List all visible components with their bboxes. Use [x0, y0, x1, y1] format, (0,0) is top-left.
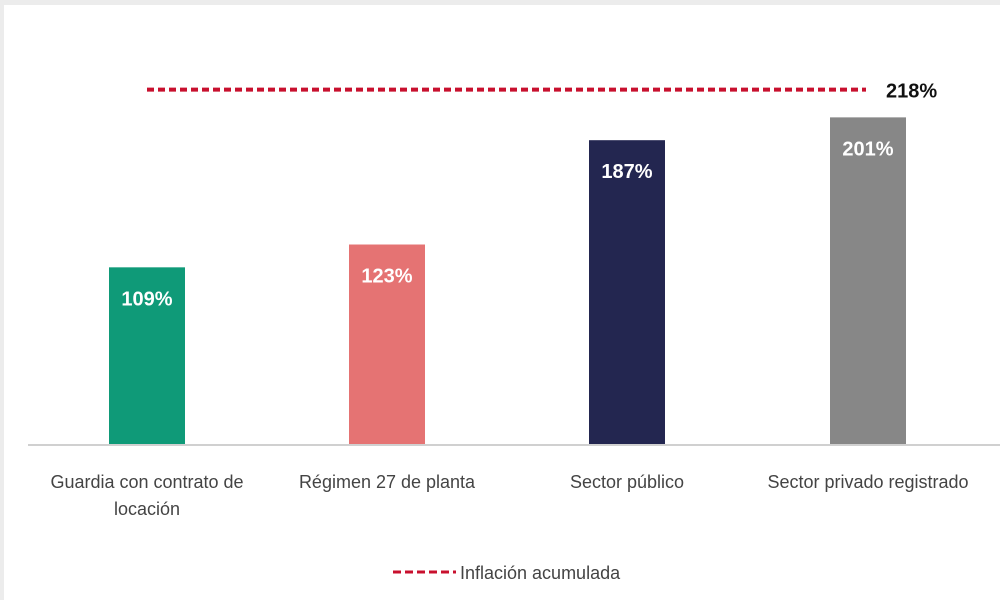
- bar-0: [109, 267, 185, 445]
- category-label-0-1: locación: [114, 499, 180, 519]
- bar-1: [349, 244, 425, 445]
- data-label-0: 109%: [121, 288, 172, 310]
- category-label-0-0: Guardia con contrato de: [50, 472, 243, 492]
- bar-3: [830, 117, 906, 446]
- data-label-2: 187%: [601, 161, 652, 183]
- category-label-3-0: Sector privado registrado: [767, 472, 968, 492]
- category-label-1-0: Régimen 27 de planta: [299, 472, 476, 492]
- inflation-reference-label: 218%: [886, 81, 937, 103]
- data-label-1: 123%: [361, 266, 412, 288]
- bar-2: [589, 140, 665, 445]
- data-label-3: 201%: [842, 138, 893, 160]
- legend-label-inflation: Inflación acumulada: [460, 563, 621, 583]
- category-label-2-0: Sector público: [570, 472, 684, 492]
